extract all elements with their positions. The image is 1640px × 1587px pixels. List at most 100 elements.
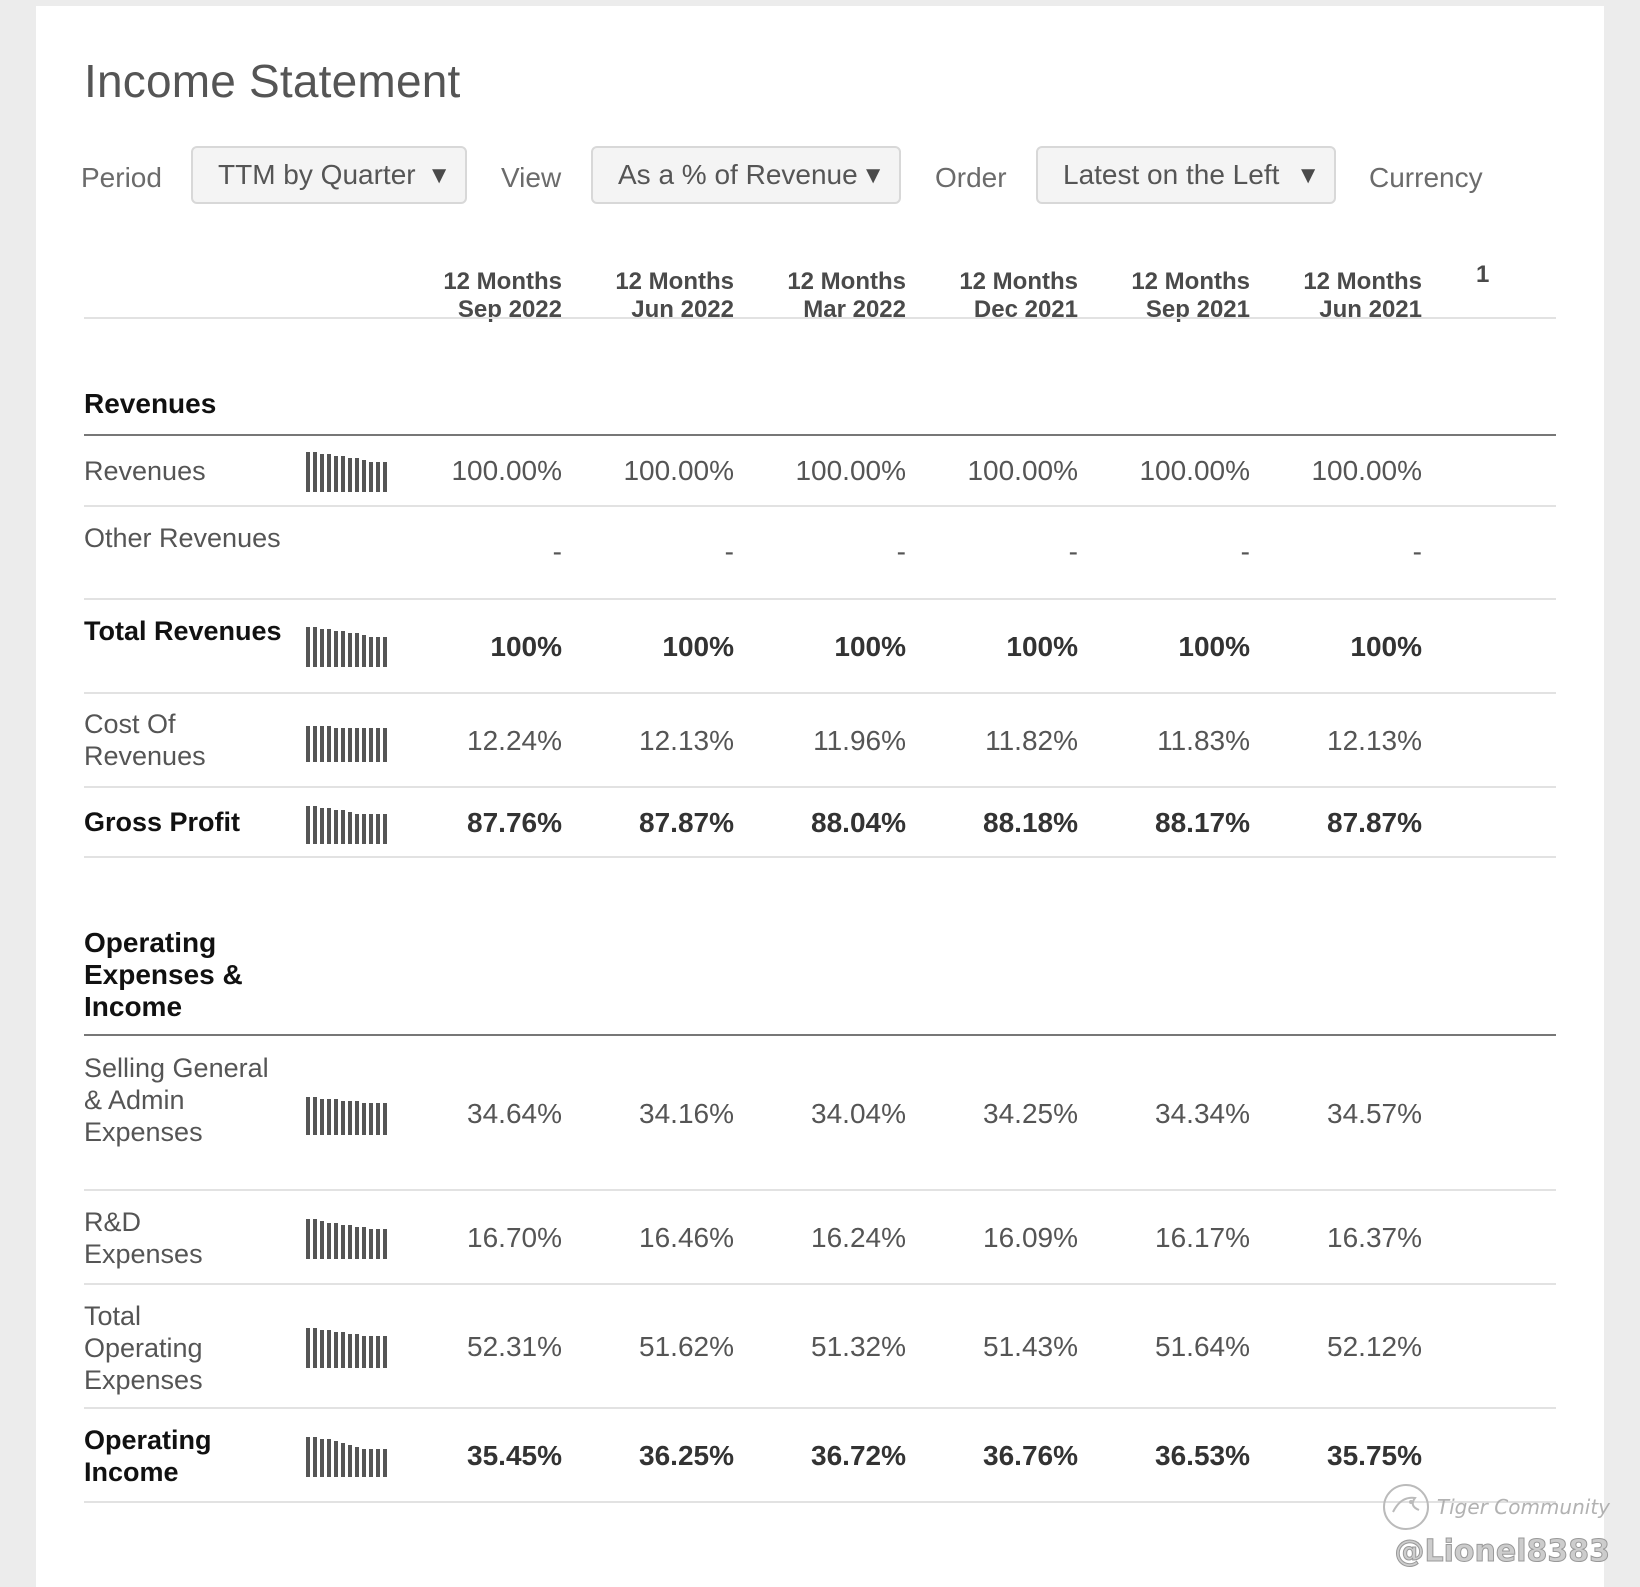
column-header-line1: 12 Months [615, 268, 734, 295]
divider [84, 598, 1556, 600]
sparkline-bar [383, 1336, 387, 1368]
bar-chart-icon[interactable] [306, 452, 392, 492]
cell: 88.04% [811, 807, 906, 838]
sparkline-bar [376, 728, 380, 762]
sparkline-bar [362, 1227, 366, 1259]
period-select-value: TTM by Quarter [218, 159, 416, 190]
bar-chart-icon[interactable] [306, 722, 392, 762]
cell: 52.12% [1327, 1331, 1422, 1362]
section-title-operating: Operating Expenses & Income [84, 927, 243, 1022]
sparkline-bar [362, 814, 366, 844]
bar-chart-icon[interactable] [306, 1095, 392, 1135]
cell: 100% [1350, 631, 1422, 662]
sparkline-bar [362, 728, 366, 762]
view-label: View [501, 162, 562, 193]
sparkline-bar [383, 1449, 387, 1477]
sparkline-bar [383, 462, 387, 492]
divider [84, 692, 1556, 694]
sparkline-bar [341, 1332, 345, 1368]
row-label-other-revenues: Other Revenues [84, 523, 281, 553]
sparkline-bar [362, 1336, 366, 1368]
sparkline-bar [376, 637, 380, 667]
sparkline-bar [313, 1219, 317, 1259]
sparkline-bar [348, 1225, 352, 1259]
sparkline-bar [313, 1328, 317, 1368]
cell: 51.32% [811, 1331, 906, 1362]
sparkline-bar [383, 814, 387, 844]
cell: 34.25% [983, 1098, 1078, 1129]
period-select[interactable]: TTM by Quarter ▼ [191, 146, 467, 204]
sparkline-bar [355, 1447, 359, 1477]
cell: 100.00% [623, 455, 734, 486]
triangle-down-icon: ▼ [1296, 162, 1320, 189]
sparkline-bar [327, 454, 331, 492]
bar-chart-icon[interactable] [306, 1437, 392, 1477]
sparkline-bar [369, 637, 373, 667]
sparkline-bar [348, 1101, 352, 1135]
cell: 52.31% [467, 1331, 562, 1362]
cell: 36.25% [639, 1440, 734, 1471]
cell: 100% [490, 631, 562, 662]
column-header: 12 Months Jun 2021 [1242, 268, 1422, 324]
cell: 34.04% [811, 1098, 906, 1129]
sparkline-bar [348, 812, 352, 844]
order-select[interactable]: Latest on the Left ▼ [1036, 146, 1336, 204]
sparkline-bar [369, 1449, 373, 1477]
sparkline-bar [320, 1439, 324, 1477]
column-header-line1: 12 Months [1303, 268, 1422, 295]
bar-chart-icon[interactable] [306, 1219, 392, 1259]
column-header-line1: 12 Months [1131, 268, 1250, 295]
sparkline-bar [313, 1437, 317, 1477]
cell: 16.09% [983, 1222, 1078, 1253]
sparkline-bar [355, 1101, 359, 1135]
column-header-line2: Dec 2021 [973, 296, 1078, 323]
sparkline-bar [334, 810, 338, 844]
sparkline-bar [306, 1097, 310, 1135]
sparkline-bar [383, 728, 387, 762]
cell: 87.76% [467, 807, 562, 838]
sparkline-bar [320, 808, 324, 844]
column-header: 12 Months Dec 2021 [898, 268, 1078, 324]
sparkline-bar [369, 1103, 373, 1135]
sparkline-bar [327, 726, 331, 762]
cell: 16.24% [811, 1222, 906, 1253]
sparkline-bar [369, 728, 373, 762]
period-label: Period [81, 162, 162, 193]
cell: - [1412, 536, 1422, 567]
column-header: 12 Months Mar 2022 [726, 268, 906, 324]
column-header: 12 Months Jun 2022 [554, 268, 734, 324]
cell: 12.13% [1327, 725, 1422, 756]
row-label-revenues: Revenues [84, 456, 206, 486]
bar-chart-icon[interactable] [306, 804, 392, 844]
cell: 100% [1178, 631, 1250, 662]
row-label-sga: Selling General & Admin Expenses [84, 1053, 269, 1147]
sparkline-bar [313, 1097, 317, 1135]
section-divider [84, 1034, 1556, 1036]
sparkline-bar [320, 1330, 324, 1368]
divider [84, 786, 1556, 788]
sparkline-bar [306, 452, 310, 492]
column-header: 12 Months Sep 2021 [1070, 268, 1250, 324]
cell: 34.34% [1155, 1098, 1250, 1129]
bar-chart-icon[interactable] [306, 1328, 392, 1368]
cell: 16.70% [467, 1222, 562, 1253]
cell: 36.76% [983, 1440, 1078, 1471]
sparkline-bar [341, 1101, 345, 1135]
currency-label: Currency [1369, 162, 1483, 193]
cell: - [724, 536, 734, 567]
row-label-rnd: R&D Expenses [84, 1207, 203, 1269]
cell: 16.37% [1327, 1222, 1422, 1253]
column-header-cut: 1 [1476, 261, 1490, 288]
sparkline-bar [355, 1227, 359, 1259]
sparkline-bar [313, 806, 317, 844]
sparkline-bar [320, 1221, 324, 1259]
bar-chart-icon[interactable] [306, 627, 392, 667]
view-select[interactable]: As a % of Revenue ▼ [591, 146, 901, 204]
sparkline-bar [376, 1229, 380, 1259]
sparkline-bar [313, 452, 317, 492]
sparkline-bar [362, 460, 366, 492]
sparkline-bar [341, 728, 345, 762]
triangle-down-icon: ▼ [427, 162, 451, 189]
divider [84, 1501, 1556, 1503]
column-header-line2: Sep 2021 [1145, 296, 1250, 323]
